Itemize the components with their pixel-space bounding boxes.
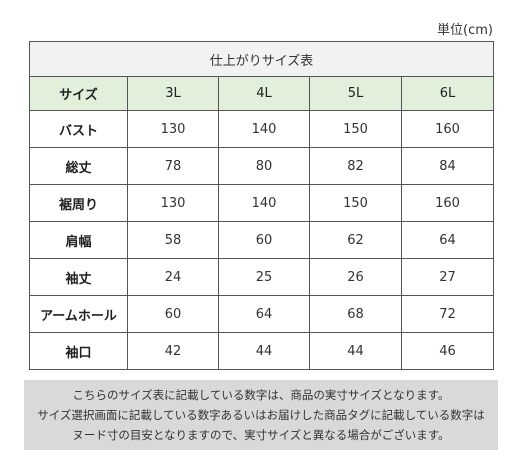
table-cell: 140	[218, 184, 310, 222]
table-cell: 150	[309, 110, 402, 148]
table-cell: 72	[400, 295, 495, 333]
table-row-shoulder: 肩幅 58 60 62 64	[29, 221, 495, 259]
table-cell: 80	[218, 147, 310, 185]
table-cell: 82	[309, 147, 402, 185]
table-cell: 68	[309, 295, 402, 333]
size-chart-table: 仕上がりサイズ表 サイズ 3L 4L 5L 6L バスト 130 140 150…	[28, 41, 495, 370]
row-label: 裾周り	[29, 184, 128, 222]
table-cell: 140	[218, 110, 310, 148]
size-header-6l: 6L	[400, 76, 495, 111]
table-row-sleeve: 袖丈 24 25 26 27	[29, 258, 495, 296]
table-cell: 130	[127, 184, 219, 222]
table-cell: 60	[218, 221, 310, 259]
size-header-row: サイズ 3L 4L 5L 6L	[29, 76, 495, 111]
unit-label: 単位(cm)	[437, 23, 493, 38]
table-cell: 64	[218, 295, 310, 333]
table-cell: 27	[400, 258, 495, 296]
size-header-3l: 3L	[127, 76, 219, 111]
table-cell: 42	[127, 332, 219, 370]
table-cell: 64	[400, 221, 495, 259]
row-label: 肩幅	[29, 221, 128, 259]
size-header-5l: 5L	[309, 76, 402, 111]
table-row-cuff: 袖口 42 44 44 46	[29, 332, 495, 370]
table-cell: 46	[400, 332, 495, 370]
table-cell: 60	[127, 295, 219, 333]
table-row-hem: 裾周り 130 140 150 160	[29, 184, 495, 222]
table-cell: 160	[400, 110, 495, 148]
table-cell: 25	[218, 258, 310, 296]
table-row-length: 総丈 78 80 82 84	[29, 147, 495, 185]
table-cell: 84	[400, 147, 495, 185]
table-cell: 62	[309, 221, 402, 259]
table-row-armhole: アームホール 60 64 68 72	[29, 295, 495, 333]
table-cell: 150	[309, 184, 402, 222]
table-cell: 44	[309, 332, 402, 370]
row-label: 総丈	[29, 147, 128, 185]
row-label: バスト	[29, 110, 128, 148]
table-cell: 130	[127, 110, 219, 148]
measurement-note: こちらのサイズ表に記載している数字は、商品の実寸サイズとなります。 サイズ選択画…	[24, 380, 498, 450]
row-label: 袖口	[29, 332, 128, 370]
table-cell: 160	[400, 184, 495, 222]
table-title: 仕上がりサイズ表	[28, 41, 495, 77]
note-line: こちらのサイズ表に記載している数字は、商品の実寸サイズとなります。	[72, 388, 450, 402]
note-line: サイズ選択画面に記載している数字あるいはお届けした商品タグに記載している数字は	[37, 408, 485, 422]
table-cell: 58	[127, 221, 219, 259]
note-line: ヌード寸の目安となりますので、実寸サイズと異なる場合がございます。	[72, 428, 450, 442]
row-label: アームホール	[29, 295, 128, 333]
table-cell: 26	[309, 258, 402, 296]
table-cell: 78	[127, 147, 219, 185]
row-label: 袖丈	[29, 258, 128, 296]
size-header-4l: 4L	[218, 76, 310, 111]
table-row-bust: バスト 130 140 150 160	[29, 110, 495, 148]
size-header-label: サイズ	[29, 76, 128, 111]
table-cell: 24	[127, 258, 219, 296]
table-cell: 44	[218, 332, 310, 370]
